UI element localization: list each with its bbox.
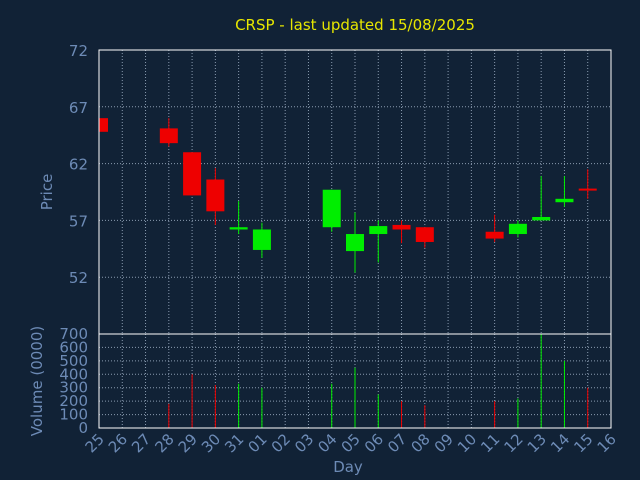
candle-body <box>183 152 202 196</box>
candle-body <box>159 128 178 144</box>
chart-title: CRSP - last updated 15/08/2025 <box>235 16 475 34</box>
volume-tick-label: 0 <box>78 419 88 437</box>
candle-body <box>485 231 504 239</box>
x-axis: 2526272829303101020304050607080910111213… <box>82 430 620 456</box>
volume-panel-frame <box>98 333 612 429</box>
candle-body <box>532 216 551 221</box>
x-axis-label: Day <box>333 458 363 476</box>
volume-axis-label: Volume (0000) <box>28 326 46 436</box>
volume-tick-label: 700 <box>59 325 88 343</box>
volume-tick-label: 100 <box>59 406 88 424</box>
candle-body <box>229 227 248 230</box>
candle-body <box>99 118 108 132</box>
volume-tick-label: 500 <box>59 352 88 370</box>
candle-body <box>555 198 574 203</box>
candle-body <box>206 179 225 212</box>
price-tick-label: 72 <box>69 42 88 60</box>
candle-body <box>415 227 434 242</box>
volume-tick-label: 600 <box>59 338 88 356</box>
x-tick-label: 16 <box>594 430 620 456</box>
price-tick-label: 52 <box>69 269 88 287</box>
price-tick-label: 62 <box>69 156 88 174</box>
candle-body <box>578 188 597 191</box>
volume-tick-label: 400 <box>59 365 88 383</box>
candle-body <box>392 224 411 230</box>
candle-body <box>322 189 341 228</box>
candle-body <box>369 226 388 235</box>
volume-tick-label: 300 <box>59 379 88 397</box>
candle-body <box>346 234 364 252</box>
price-tick-label: 67 <box>69 99 88 117</box>
candle-body <box>252 229 271 250</box>
price-axis-label: Price <box>38 174 56 211</box>
price-panel: 52 57 62 67 72 <box>69 42 612 335</box>
candle-body <box>508 223 527 235</box>
price-tick-label: 57 <box>69 212 88 230</box>
volume-tick-label: 200 <box>59 392 88 410</box>
